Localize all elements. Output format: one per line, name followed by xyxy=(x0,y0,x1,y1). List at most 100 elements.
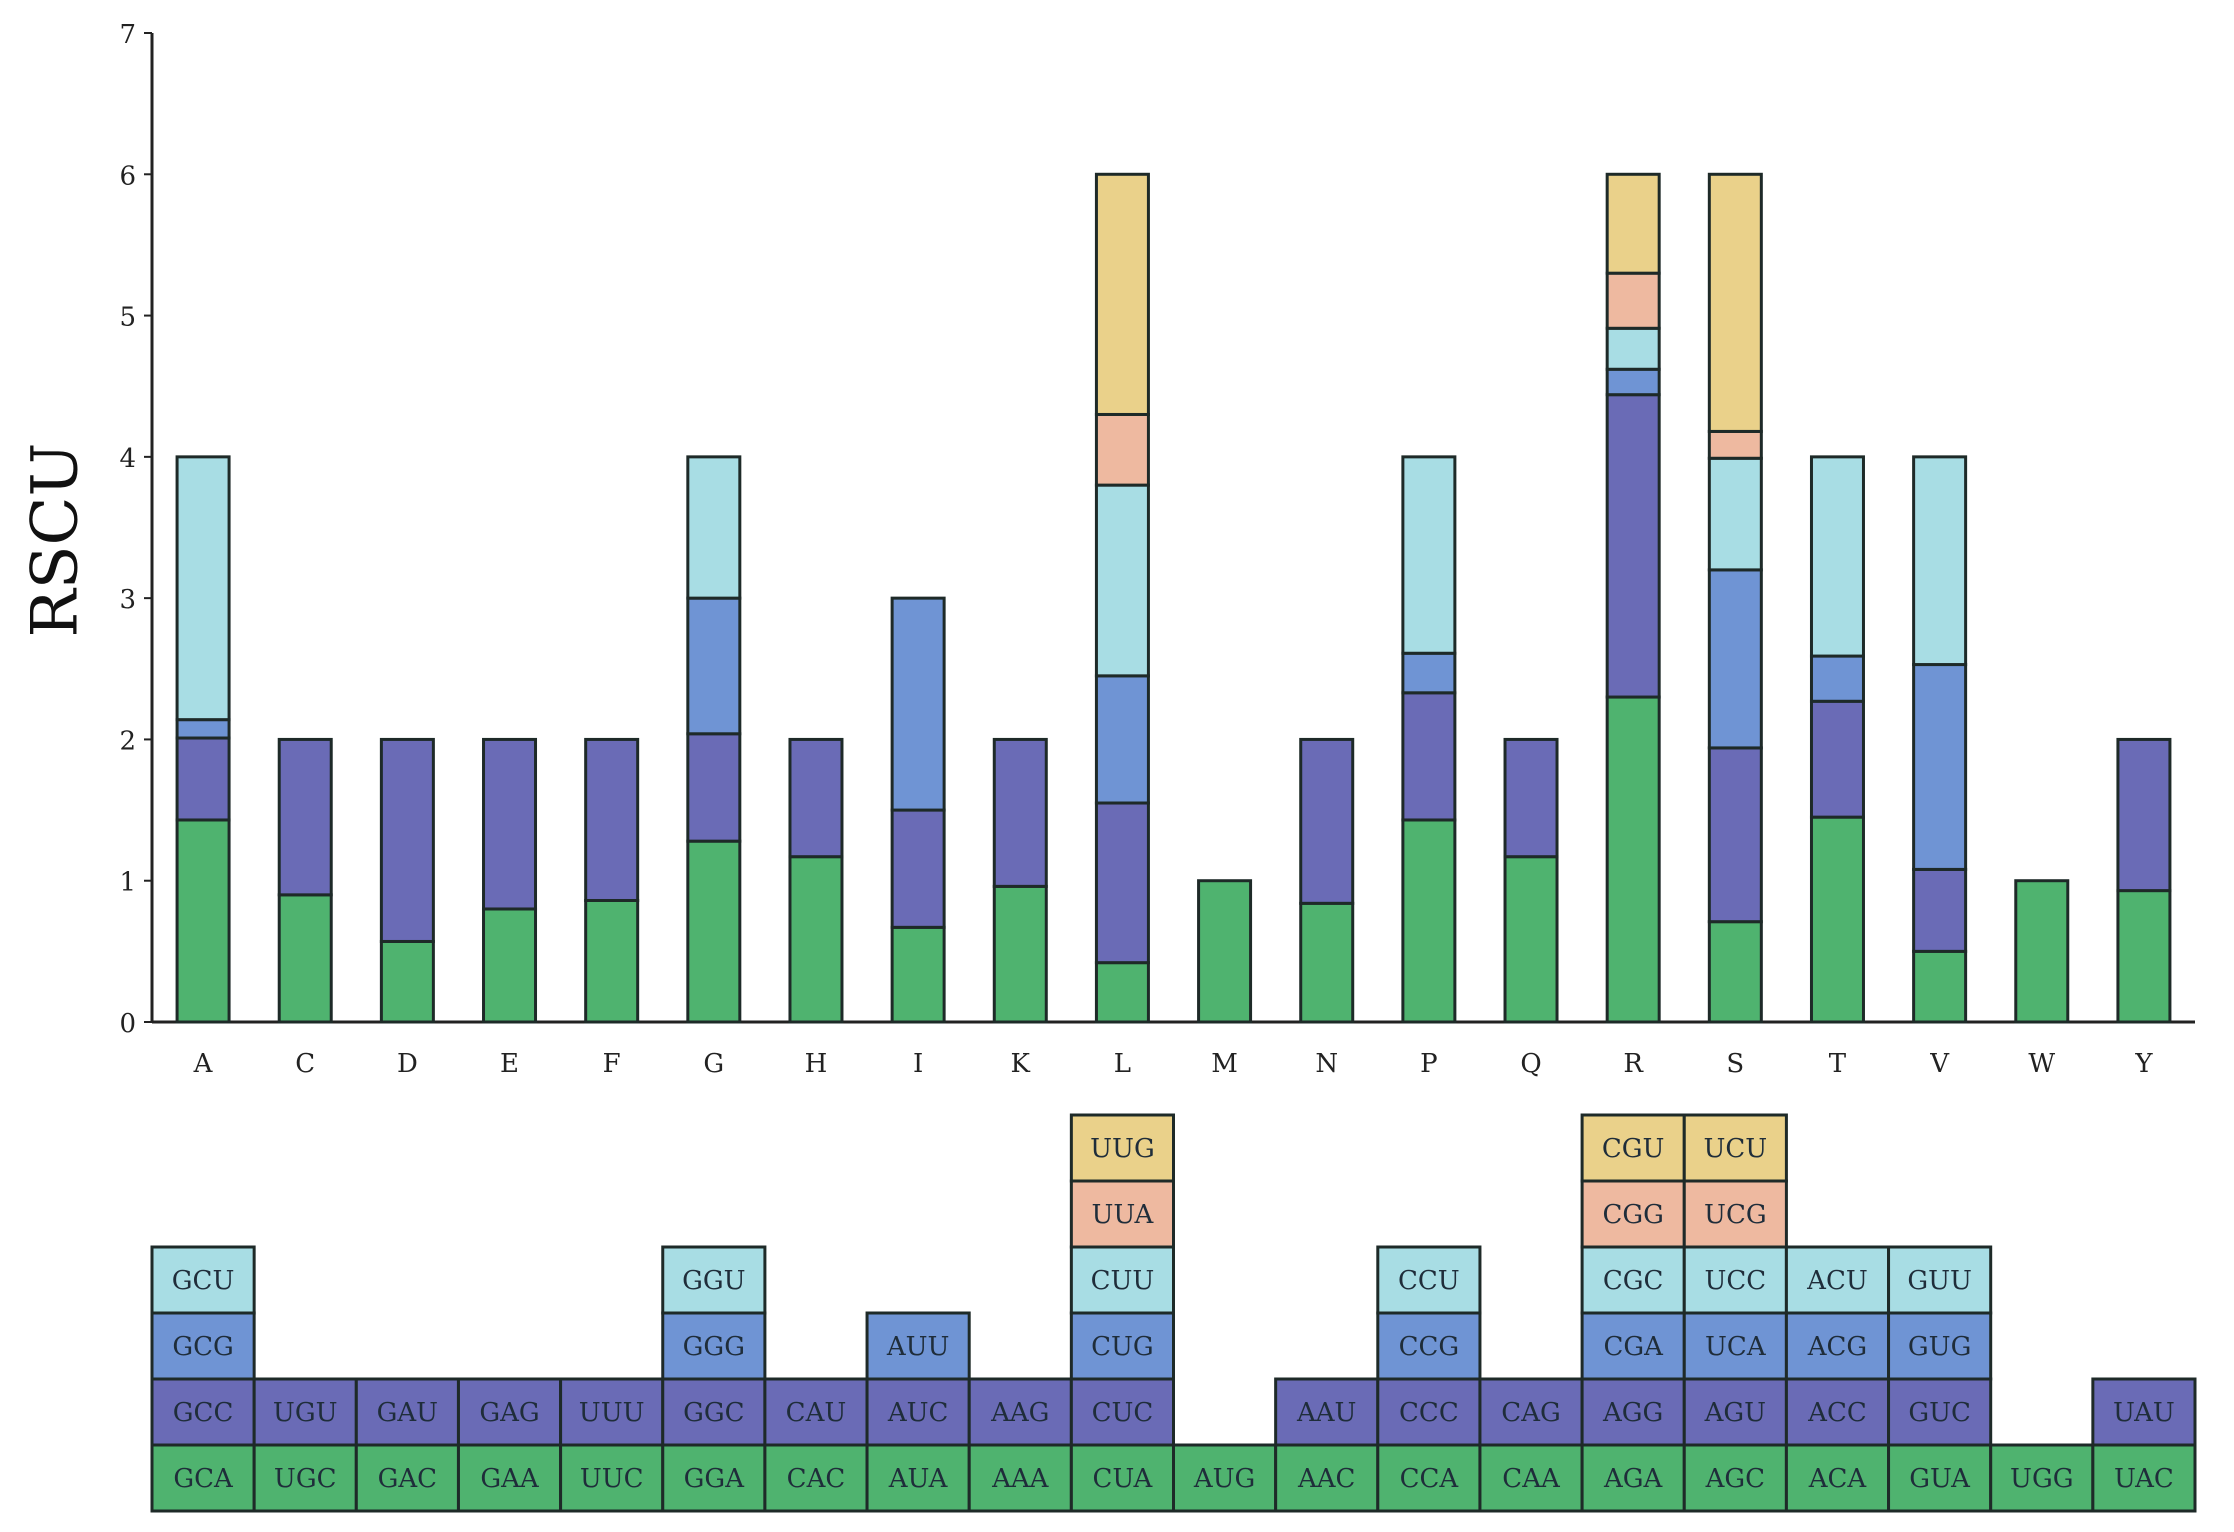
x-tick-label: N xyxy=(1315,1049,1338,1079)
codon-label: AGA xyxy=(1603,1464,1664,1494)
codon-label: GCG xyxy=(172,1332,233,1362)
codon-label: UGG xyxy=(2010,1464,2073,1494)
codon-label: UCC xyxy=(1704,1266,1766,1296)
codon-label: CUC xyxy=(1092,1398,1154,1428)
codon-label: CCA xyxy=(1400,1464,1460,1494)
codon-cell xyxy=(1069,1179,1175,1249)
codon-label: AGG xyxy=(1602,1398,1663,1428)
codon-cell xyxy=(1784,1311,1891,1381)
codon-label: GAA xyxy=(480,1464,540,1494)
codon-label: GCC xyxy=(173,1398,234,1428)
y-tick-label: 6 xyxy=(119,161,136,191)
codon-cell xyxy=(1887,1245,1993,1315)
codon-label: GGG xyxy=(683,1332,745,1362)
bar-segment-gag xyxy=(482,737,538,911)
codon-cell xyxy=(1580,1245,1686,1315)
codon-label: AUC xyxy=(887,1398,949,1428)
codon-label: AGU xyxy=(1704,1398,1766,1428)
codon-label: CUU xyxy=(1091,1266,1155,1296)
codon-label: GAC xyxy=(378,1464,437,1494)
codon-label: UGC xyxy=(274,1464,337,1494)
codon-cell xyxy=(1580,1113,1686,1183)
codon-cell xyxy=(1784,1443,1891,1513)
bar-segment-aau xyxy=(1299,737,1355,905)
codon-cell xyxy=(1069,1311,1175,1381)
bar-segment-ggc xyxy=(686,732,742,843)
x-tick-label: T xyxy=(1829,1049,1847,1079)
bar-segment-cau xyxy=(788,737,844,859)
x-tick-label: G xyxy=(703,1049,724,1079)
codon-label: CCU xyxy=(1398,1266,1460,1296)
bar-segment-ugg xyxy=(2014,879,2070,1024)
bar-segment-gac xyxy=(379,939,435,1024)
bar-segment-cgg xyxy=(1605,271,1661,330)
bar-segment-agg xyxy=(1605,393,1661,699)
codon-cell xyxy=(1376,1245,1482,1315)
codon-cell xyxy=(1069,1377,1175,1447)
codon-cell xyxy=(559,1443,665,1513)
codon-label: GUA xyxy=(1909,1464,1971,1494)
codon-cell xyxy=(865,1311,971,1381)
codon-label: CAU xyxy=(786,1398,847,1428)
x-tick-label: W xyxy=(2028,1049,2055,1079)
bar-segment-ugu xyxy=(277,737,333,897)
bar-segment-cua xyxy=(1094,961,1150,1024)
codon-label: AAG xyxy=(990,1398,1049,1428)
bar-segment-uca xyxy=(1707,568,1763,750)
codon-label: GAG xyxy=(479,1398,539,1428)
bar-segment-gaa xyxy=(482,907,538,1024)
codon-cell xyxy=(354,1377,460,1447)
bar-segment-auu xyxy=(890,596,946,812)
bar-segment-aca xyxy=(1809,815,1865,1024)
bar-segment-aag xyxy=(992,737,1048,888)
codon-label: UGU xyxy=(273,1398,338,1428)
codon-cell xyxy=(2091,1443,2197,1513)
bar-segment-ccu xyxy=(1401,455,1457,655)
codon-label: CCC xyxy=(1399,1398,1459,1428)
bar-segment-gca xyxy=(175,818,231,1024)
bar-segment-gcg xyxy=(175,718,231,740)
codon-label: CGU xyxy=(1602,1134,1665,1164)
codon-label: GCA xyxy=(173,1464,234,1494)
codon-label: GGC xyxy=(683,1398,744,1428)
x-tick-label: R xyxy=(1623,1049,1644,1079)
codon-label: AUU xyxy=(886,1332,950,1362)
codon-cell xyxy=(252,1443,358,1513)
bar-segment-cgc xyxy=(1605,326,1661,371)
codon-label: UUA xyxy=(1092,1200,1155,1230)
codon-cell xyxy=(1784,1377,1891,1447)
bar-segment-aug xyxy=(1197,879,1253,1024)
codon-cell xyxy=(2091,1377,2197,1447)
codon-label: CUG xyxy=(1091,1332,1154,1362)
codon-cell xyxy=(763,1377,869,1447)
x-tick-label: A xyxy=(193,1049,214,1079)
codon-label: UCU xyxy=(1703,1134,1767,1164)
codon-cell xyxy=(150,1245,256,1315)
codon-cell xyxy=(1580,1377,1686,1447)
codon-cell xyxy=(1069,1113,1175,1183)
codon-label: CAG xyxy=(1501,1398,1560,1428)
codon-label: AAC xyxy=(1297,1464,1355,1494)
bar-segment-agc xyxy=(1707,920,1763,1024)
codon-label: GGU xyxy=(682,1266,745,1296)
x-tick-label: E xyxy=(500,1049,519,1079)
bar-segment-aaa xyxy=(992,884,1048,1024)
bar-segment-uuu xyxy=(584,737,640,902)
codon-label: AAU xyxy=(1296,1398,1356,1428)
codon-cell xyxy=(354,1443,460,1513)
bar-segment-gua xyxy=(1912,949,1968,1024)
x-tick-label: L xyxy=(1114,1049,1131,1079)
bar-segment-gcu xyxy=(175,455,231,722)
x-tick-label: C xyxy=(295,1049,315,1079)
bar-segment-cca xyxy=(1401,818,1457,1024)
codon-cell xyxy=(1069,1245,1175,1315)
x-tick-label: V xyxy=(1929,1049,1950,1079)
codon-cell xyxy=(1478,1377,1584,1447)
bar-segment-aga xyxy=(1605,695,1661,1024)
bar-segment-cuu xyxy=(1094,483,1150,678)
bar-segment-aua xyxy=(890,925,946,1024)
y-tick-label: 5 xyxy=(119,303,136,333)
bar-segment-gug xyxy=(1912,663,1968,871)
x-tick-label: P xyxy=(1420,1049,1438,1079)
